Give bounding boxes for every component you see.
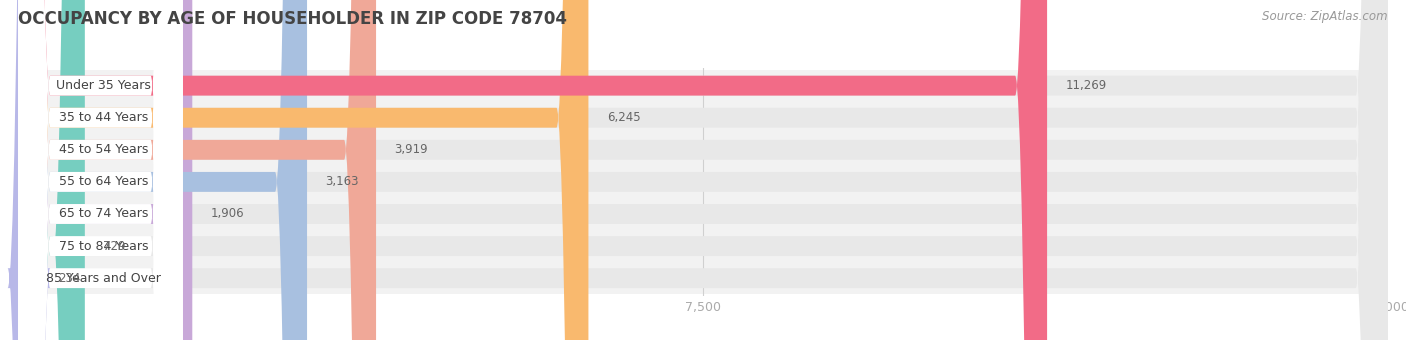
Text: 234: 234 — [58, 272, 80, 285]
FancyBboxPatch shape — [18, 0, 1388, 340]
FancyBboxPatch shape — [18, 0, 183, 340]
Bar — [18, 166, 1388, 198]
FancyBboxPatch shape — [18, 0, 375, 340]
Text: 729: 729 — [103, 240, 125, 253]
Text: 85 Years and Over: 85 Years and Over — [46, 272, 162, 285]
FancyBboxPatch shape — [18, 0, 1388, 340]
Text: 6,245: 6,245 — [606, 111, 640, 124]
FancyBboxPatch shape — [18, 0, 193, 340]
Text: 75 to 84 Years: 75 to 84 Years — [59, 240, 149, 253]
Text: 3,919: 3,919 — [394, 143, 427, 156]
FancyBboxPatch shape — [18, 0, 307, 340]
Bar — [18, 230, 1388, 262]
FancyBboxPatch shape — [18, 0, 589, 340]
FancyBboxPatch shape — [7, 0, 51, 340]
FancyBboxPatch shape — [18, 0, 1388, 340]
FancyBboxPatch shape — [18, 0, 183, 340]
Text: Under 35 Years: Under 35 Years — [56, 79, 152, 92]
FancyBboxPatch shape — [18, 0, 1388, 340]
FancyBboxPatch shape — [18, 0, 1388, 340]
Bar — [18, 262, 1388, 294]
FancyBboxPatch shape — [18, 0, 1388, 340]
FancyBboxPatch shape — [18, 0, 183, 340]
Text: OCCUPANCY BY AGE OF HOUSEHOLDER IN ZIP CODE 78704: OCCUPANCY BY AGE OF HOUSEHOLDER IN ZIP C… — [18, 10, 567, 28]
Text: 45 to 54 Years: 45 to 54 Years — [59, 143, 149, 156]
Text: 65 to 74 Years: 65 to 74 Years — [59, 207, 149, 220]
FancyBboxPatch shape — [18, 0, 84, 340]
FancyBboxPatch shape — [18, 0, 183, 340]
FancyBboxPatch shape — [18, 0, 183, 340]
FancyBboxPatch shape — [18, 0, 1047, 340]
Bar — [18, 70, 1388, 102]
Bar — [18, 102, 1388, 134]
Text: Source: ZipAtlas.com: Source: ZipAtlas.com — [1263, 10, 1388, 23]
Bar — [18, 134, 1388, 166]
Text: 55 to 64 Years: 55 to 64 Years — [59, 175, 149, 188]
Bar — [18, 198, 1388, 230]
FancyBboxPatch shape — [18, 0, 1388, 340]
Text: 11,269: 11,269 — [1066, 79, 1107, 92]
Text: 35 to 44 Years: 35 to 44 Years — [59, 111, 149, 124]
Text: 3,163: 3,163 — [325, 175, 359, 188]
FancyBboxPatch shape — [18, 0, 183, 340]
Text: 1,906: 1,906 — [211, 207, 245, 220]
FancyBboxPatch shape — [18, 0, 183, 340]
